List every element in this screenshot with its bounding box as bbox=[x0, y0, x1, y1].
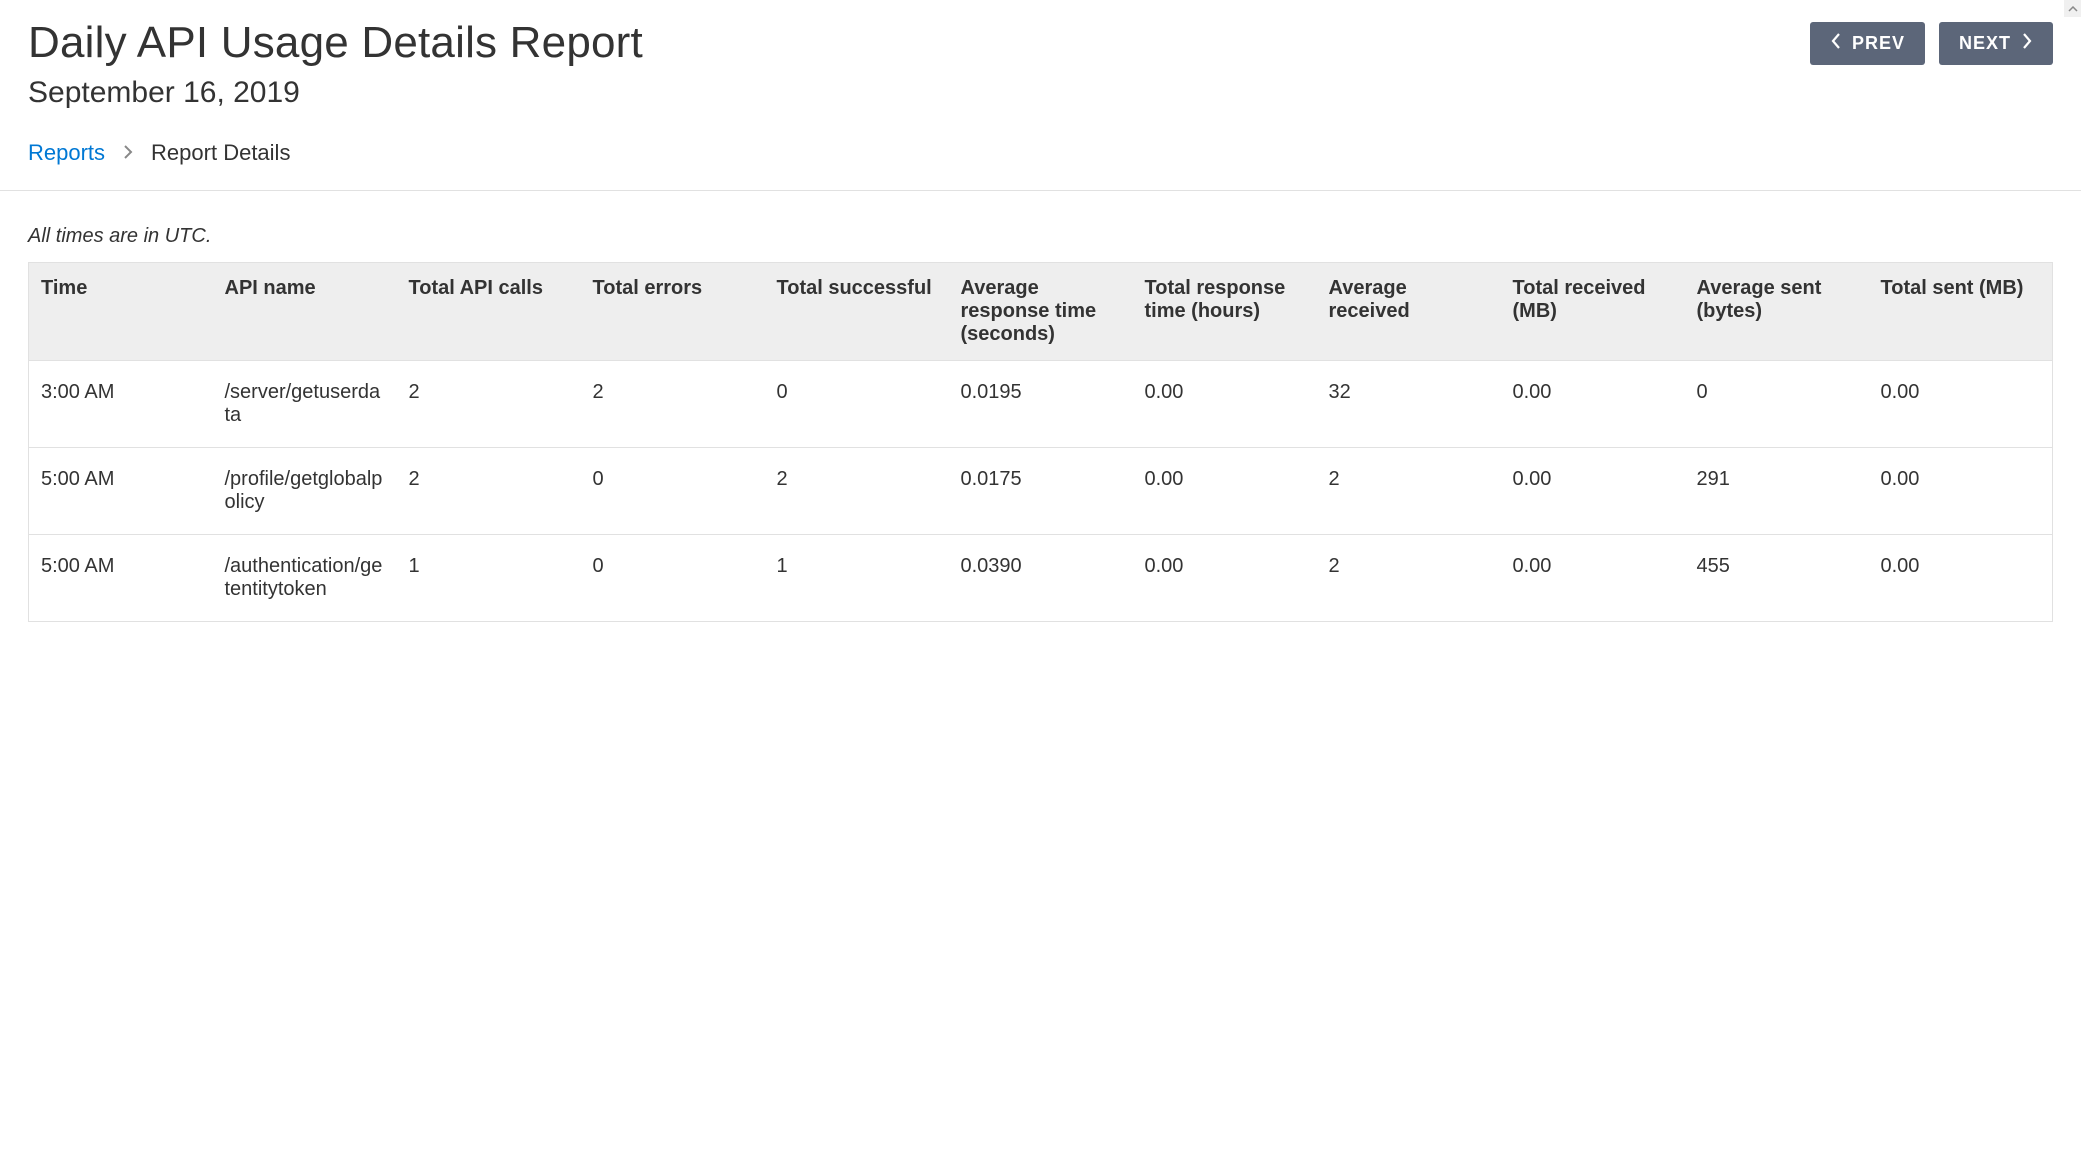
table-row: 5:00 AM/authentication/getentitytoken101… bbox=[29, 535, 2053, 622]
prev-button[interactable]: PREV bbox=[1810, 22, 1925, 65]
column-header-avg_sent_bytes[interactable]: Average sent (bytes) bbox=[1685, 263, 1869, 361]
cell-avg_received: 2 bbox=[1317, 535, 1501, 622]
table-row: 3:00 AM/server/getuserdata2200.01950.003… bbox=[29, 361, 2053, 448]
cell-avg_response_sec: 0.0195 bbox=[949, 361, 1133, 448]
cell-total_errors: 0 bbox=[581, 448, 765, 535]
column-header-total_sent_mb[interactable]: Total sent (MB) bbox=[1869, 263, 2053, 361]
cell-total_received_mb: 0.00 bbox=[1501, 448, 1685, 535]
api-usage-table: TimeAPI nameTotal API callsTotal errorsT… bbox=[28, 262, 2053, 622]
cell-api_name: /authentication/getentitytoken bbox=[213, 535, 397, 622]
cell-total_successful: 1 bbox=[765, 535, 949, 622]
utc-note: All times are in UTC. bbox=[28, 225, 2053, 248]
table-row: 5:00 AM/profile/getglobalpolicy2020.0175… bbox=[29, 448, 2053, 535]
cell-total_calls: 1 bbox=[397, 535, 581, 622]
cell-total_received_mb: 0.00 bbox=[1501, 535, 1685, 622]
page-subtitle: September 16, 2019 bbox=[28, 76, 643, 110]
cell-avg_sent_bytes: 291 bbox=[1685, 448, 1869, 535]
cell-avg_response_sec: 0.0175 bbox=[949, 448, 1133, 535]
table-header-row: TimeAPI nameTotal API callsTotal errorsT… bbox=[29, 263, 2053, 361]
cell-total_response_hrs: 0.00 bbox=[1133, 535, 1317, 622]
cell-time: 5:00 AM bbox=[29, 448, 213, 535]
table-header: TimeAPI nameTotal API callsTotal errorsT… bbox=[29, 263, 2053, 361]
column-header-total_calls[interactable]: Total API calls bbox=[397, 263, 581, 361]
page-title: Daily API Usage Details Report bbox=[28, 18, 643, 68]
title-block: Daily API Usage Details Report September… bbox=[28, 18, 643, 110]
next-button[interactable]: NEXT bbox=[1939, 22, 2053, 65]
chevron-right-icon bbox=[2021, 32, 2033, 55]
cell-total_errors: 0 bbox=[581, 535, 765, 622]
cell-total_response_hrs: 0.00 bbox=[1133, 361, 1317, 448]
breadcrumb-root-link[interactable]: Reports bbox=[28, 140, 105, 166]
column-header-avg_response_sec[interactable]: Average response time (seconds) bbox=[949, 263, 1133, 361]
cell-time: 3:00 AM bbox=[29, 361, 213, 448]
report-viewport[interactable]: Daily API Usage Details Report September… bbox=[0, 0, 2081, 1165]
column-header-time[interactable]: Time bbox=[29, 263, 213, 361]
header-divider bbox=[0, 190, 2081, 191]
cell-avg_received: 32 bbox=[1317, 361, 1501, 448]
cell-avg_response_sec: 0.0390 bbox=[949, 535, 1133, 622]
cell-total_calls: 2 bbox=[397, 448, 581, 535]
nav-buttons: PREV NEXT bbox=[1810, 22, 2053, 65]
cell-time: 5:00 AM bbox=[29, 535, 213, 622]
chevron-right-icon bbox=[123, 140, 133, 166]
next-button-label: NEXT bbox=[1959, 33, 2011, 54]
cell-avg_sent_bytes: 0 bbox=[1685, 361, 1869, 448]
cell-api_name: /profile/getglobalpolicy bbox=[213, 448, 397, 535]
cell-avg_sent_bytes: 455 bbox=[1685, 535, 1869, 622]
column-header-api_name[interactable]: API name bbox=[213, 263, 397, 361]
column-header-total_errors[interactable]: Total errors bbox=[581, 263, 765, 361]
table-body: 3:00 AM/server/getuserdata2200.01950.003… bbox=[29, 361, 2053, 622]
header-row: Daily API Usage Details Report September… bbox=[28, 18, 2053, 110]
column-header-avg_received[interactable]: Average received bbox=[1317, 263, 1501, 361]
column-header-total_received_mb[interactable]: Total received (MB) bbox=[1501, 263, 1685, 361]
column-header-total_response_hrs[interactable]: Total response time (hours) bbox=[1133, 263, 1317, 361]
cell-total_successful: 0 bbox=[765, 361, 949, 448]
cell-total_sent_mb: 0.00 bbox=[1869, 448, 2053, 535]
cell-total_sent_mb: 0.00 bbox=[1869, 361, 2053, 448]
breadcrumb-current: Report Details bbox=[151, 140, 290, 166]
scroll-up-icon[interactable] bbox=[2064, 0, 2081, 17]
cell-api_name: /server/getuserdata bbox=[213, 361, 397, 448]
cell-total_response_hrs: 0.00 bbox=[1133, 448, 1317, 535]
cell-total_received_mb: 0.00 bbox=[1501, 361, 1685, 448]
cell-total_calls: 2 bbox=[397, 361, 581, 448]
cell-total_sent_mb: 0.00 bbox=[1869, 535, 2053, 622]
cell-total_errors: 2 bbox=[581, 361, 765, 448]
chevron-left-icon bbox=[1830, 32, 1842, 55]
prev-button-label: PREV bbox=[1852, 33, 1905, 54]
cell-avg_received: 2 bbox=[1317, 448, 1501, 535]
column-header-total_successful[interactable]: Total successful bbox=[765, 263, 949, 361]
breadcrumb: Reports Report Details bbox=[28, 140, 2053, 166]
cell-total_successful: 2 bbox=[765, 448, 949, 535]
